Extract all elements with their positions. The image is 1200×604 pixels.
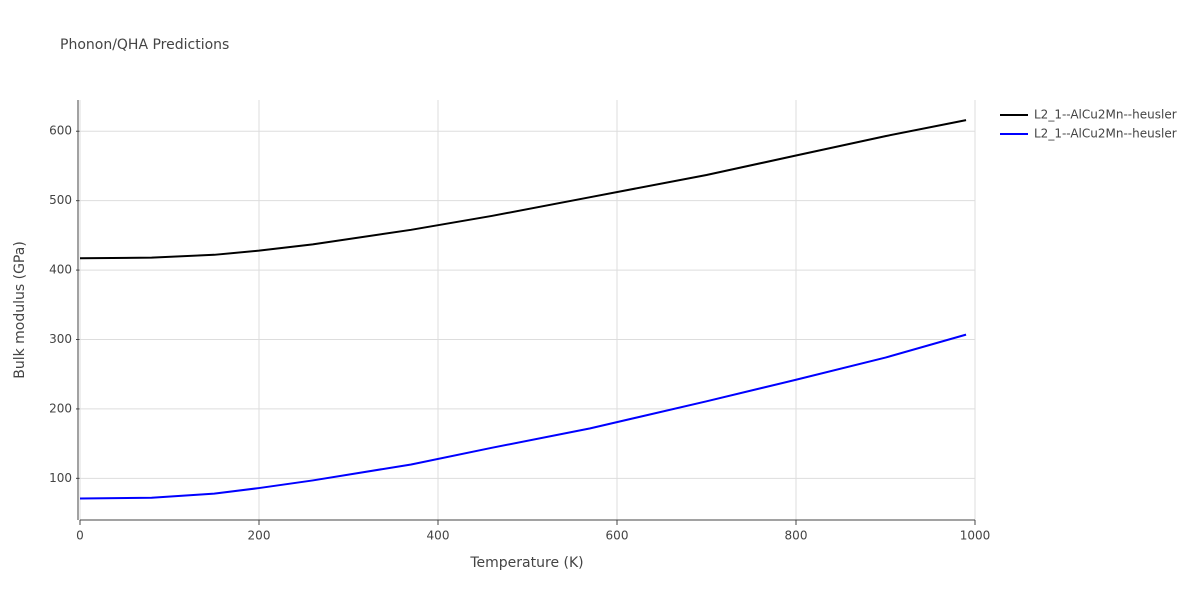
- series-line: [79, 333, 967, 500]
- y-tick-label: 100: [49, 471, 72, 485]
- x-tick-label: 400: [427, 529, 450, 543]
- y-tick-label: 500: [49, 193, 72, 207]
- x-axis-label: Temperature (K): [469, 555, 583, 571]
- y-tick-label: 300: [49, 332, 72, 346]
- series-line: [79, 119, 967, 260]
- legend-label: L2_1--AlCu2Mn--heusler: [1034, 127, 1177, 141]
- y-tick-label: 600: [49, 124, 72, 138]
- x-tick-label: 800: [785, 529, 808, 543]
- y-tick-label: 200: [49, 401, 72, 415]
- legend-label: L2_1--AlCu2Mn--heusler: [1034, 108, 1177, 122]
- y-tick-label: 400: [49, 263, 72, 277]
- y-axis-label: Bulk modulus (GPa): [12, 241, 28, 379]
- chart-title: Phonon/QHA Predictions: [60, 37, 229, 53]
- x-tick-label: 200: [248, 529, 271, 543]
- x-tick-label: 600: [606, 529, 629, 543]
- x-tick-label: 0: [76, 529, 84, 543]
- x-tick-label: 1000: [960, 529, 991, 543]
